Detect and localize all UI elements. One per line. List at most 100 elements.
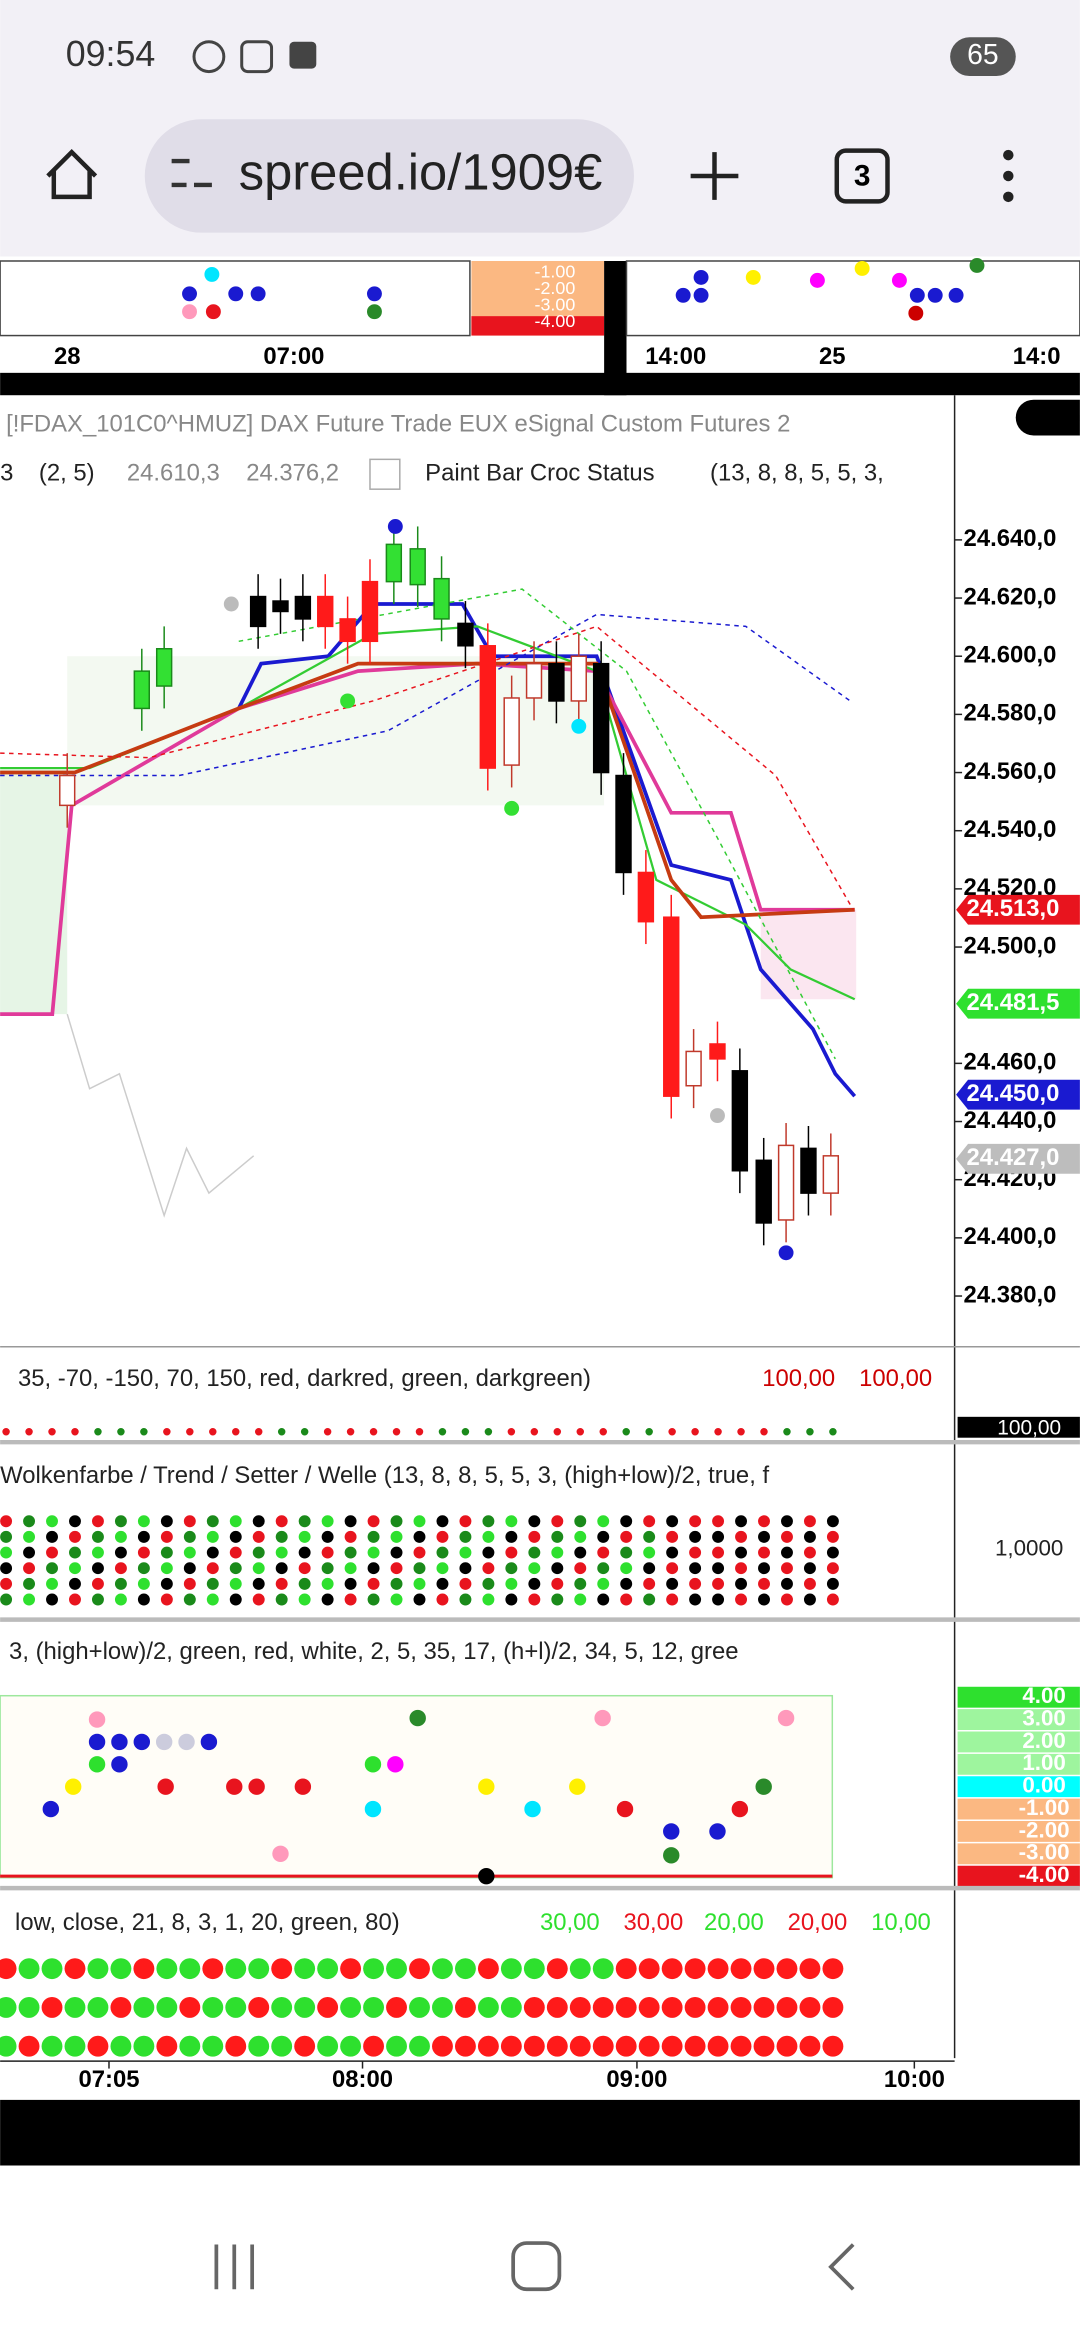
- dot: [160, 1515, 173, 1528]
- dot: [183, 1515, 196, 1528]
- dot: [597, 1530, 610, 1543]
- dot: [482, 1530, 495, 1543]
- indicator-text: 3: [0, 460, 13, 487]
- dot: [735, 1530, 748, 1543]
- indicator-text: 24.376,2: [246, 460, 339, 487]
- panel-value: 30,00: [624, 1909, 684, 1936]
- dot: [183, 1593, 196, 1606]
- dot: [91, 1577, 104, 1590]
- dash-green: [238, 588, 836, 1060]
- dot: [390, 1577, 403, 1590]
- dot: [666, 1515, 679, 1528]
- dot: [363, 1958, 384, 1980]
- dot: [252, 1593, 265, 1606]
- dot: [436, 1577, 449, 1590]
- dot: [179, 1996, 201, 2018]
- recent-apps[interactable]: [214, 2244, 255, 2290]
- dot: [321, 1530, 334, 1543]
- dot: [438, 1428, 447, 1436]
- dot: [298, 1577, 311, 1590]
- site-settings[interactable]: [171, 158, 212, 188]
- url-bar[interactable]: [144, 119, 634, 233]
- dot: [781, 1546, 793, 1559]
- dot: [228, 286, 244, 302]
- dot: [298, 1530, 311, 1543]
- candle: [615, 774, 632, 874]
- dot: [91, 1562, 104, 1575]
- dot: [114, 1562, 127, 1575]
- dot: [137, 1530, 150, 1543]
- dot: [689, 1577, 702, 1590]
- dot: [714, 1428, 722, 1436]
- dot: [340, 1996, 362, 2018]
- new-tab[interactable]: [690, 152, 739, 200]
- dot: [799, 1958, 821, 1980]
- dot: [528, 1530, 541, 1543]
- dot: [250, 286, 266, 302]
- battery-level: 65: [967, 39, 999, 71]
- dot: [413, 1515, 426, 1528]
- axis-label: -4.00: [1019, 1862, 1070, 1887]
- menu-button[interactable]: [1003, 149, 1014, 203]
- candle: [637, 871, 655, 923]
- candle: [409, 548, 426, 586]
- dot: [803, 1593, 816, 1606]
- dot: [597, 1577, 610, 1590]
- dot: [666, 1593, 679, 1606]
- dot: [183, 1577, 196, 1590]
- dot: [643, 1562, 656, 1575]
- axis-band: [957, 1709, 1080, 1731]
- dot: [666, 1562, 679, 1575]
- dot: [482, 1577, 495, 1590]
- time-label: 08:00: [332, 2066, 393, 2093]
- dot: [137, 1577, 150, 1590]
- tabs-button[interactable]: [834, 148, 890, 204]
- dot: [69, 1530, 81, 1543]
- bottom-bar: [0, 2099, 1080, 2166]
- dot: [599, 1428, 607, 1436]
- dot: [413, 1530, 426, 1543]
- dot: [137, 1562, 150, 1575]
- dot: [826, 1546, 839, 1559]
- axis-band: [957, 1865, 1080, 1887]
- dot: [684, 1996, 706, 2018]
- dot: [569, 2035, 591, 2057]
- dot: [574, 1562, 587, 1575]
- dot: [592, 1996, 614, 2018]
- collapse-button[interactable]: [1015, 399, 1080, 436]
- dot: [432, 1996, 453, 2018]
- dot: [133, 1958, 155, 1980]
- dot: [182, 286, 197, 302]
- dot: [758, 1515, 770, 1528]
- dot: [23, 1530, 36, 1543]
- dot: [638, 2035, 660, 2057]
- dot: [758, 1562, 770, 1575]
- dot: [229, 1577, 242, 1590]
- signal-dots: [0, 1428, 844, 2057]
- back-nav[interactable]: [828, 2243, 855, 2291]
- close-indicator[interactable]: [369, 458, 401, 490]
- dot: [482, 1562, 495, 1575]
- dot: [638, 1996, 660, 2018]
- dot: [523, 1958, 545, 1980]
- price-tag-label: 24.481,5: [967, 989, 1060, 1016]
- dot: [114, 1515, 127, 1528]
- dot: [64, 2035, 86, 2057]
- home-nav[interactable]: [511, 2241, 562, 2292]
- dot: [707, 2035, 729, 2057]
- dot: [294, 1958, 316, 1980]
- price-label: 24.540,0: [964, 816, 1057, 843]
- dot: [755, 1778, 772, 1795]
- dot: [826, 1562, 839, 1575]
- signal: [778, 1245, 794, 1261]
- dot: [712, 1593, 725, 1606]
- dot: [321, 1577, 334, 1590]
- home-button[interactable]: [46, 148, 98, 200]
- dot: [413, 1562, 426, 1575]
- dot: [252, 1546, 265, 1559]
- dot: [478, 1867, 495, 1885]
- dot: [553, 1428, 562, 1436]
- dot: [482, 1593, 495, 1606]
- dot: [592, 2035, 614, 2057]
- dot: [367, 1530, 380, 1543]
